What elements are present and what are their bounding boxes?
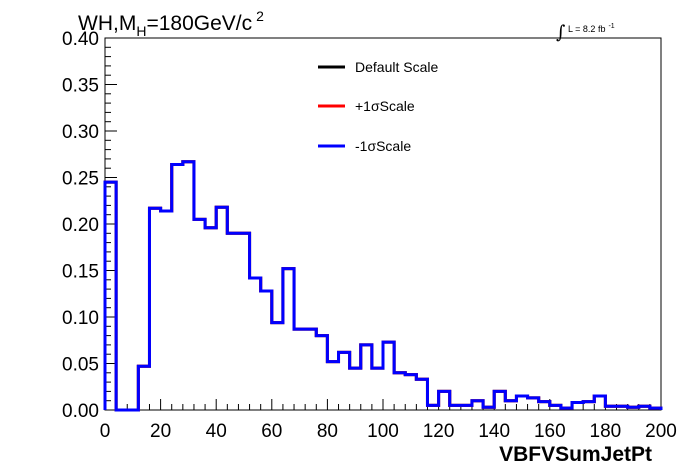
y-tick-label: 0.10 [62, 308, 99, 329]
x-tick-label: 100 [367, 421, 399, 442]
series-1-scale-histogram [103, 160, 663, 412]
lumi-label: L = 8.2 fb -1 [568, 23, 615, 34]
title-subscript: H [136, 23, 146, 39]
x-tick-label: 160 [534, 421, 566, 442]
legend-label-plus: +1σScale [355, 98, 415, 114]
x-tick-label: 120 [423, 421, 455, 442]
x-tick-label: 60 [261, 421, 282, 442]
series-default-scale-histogram [103, 160, 663, 412]
x-tick-label: 0 [100, 421, 111, 442]
x-tick-label: 40 [206, 421, 227, 442]
lumi-exponent: -1 [608, 23, 614, 30]
chart-title: WH,MH=180GeV/c 2 [78, 8, 264, 39]
y-tick-label: 0.05 [62, 355, 99, 376]
x-tick-label: 200 [645, 421, 677, 442]
y-tick-label: 0.20 [62, 215, 99, 236]
y-tick-label: 0.25 [62, 169, 99, 190]
lumi-integral-symbol: ∫ [556, 22, 566, 43]
title-prefix: WH,M [78, 12, 136, 35]
y-tick-label: 0.35 [62, 76, 99, 97]
legend-label-default: Default Scale [355, 59, 438, 75]
y-tick-label: 0.30 [62, 122, 99, 143]
x-tick-label: 80 [317, 421, 338, 442]
x-axis: 0 20 40 60 80 100 120 140 160 180 200 [100, 399, 677, 442]
x-axis-label: VBFVSumJetPt [499, 443, 652, 466]
y-tick-label: 0.15 [62, 262, 99, 283]
y-tick-label: 0.40 [62, 29, 99, 50]
series-layer [103, 160, 663, 412]
title-suffix: =180GeV/c [146, 12, 252, 35]
y-tick-label: 0.00 [62, 401, 99, 422]
legend: Default Scale +1σScale -1σScale [318, 59, 438, 154]
y-axis: 0.00 0.05 0.10 0.15 0.20 0.25 0.30 0.35 0.40 [62, 29, 117, 422]
x-tick-label: 140 [478, 421, 510, 442]
x-tick-label: 20 [150, 421, 171, 442]
legend-label-minus: -1σScale [355, 138, 411, 154]
title-superscript: 2 [256, 8, 264, 24]
x-tick-label: 180 [590, 421, 622, 442]
lumi-text: L = 8.2 fb [568, 24, 605, 34]
series-1-scale-histogram [103, 160, 663, 412]
